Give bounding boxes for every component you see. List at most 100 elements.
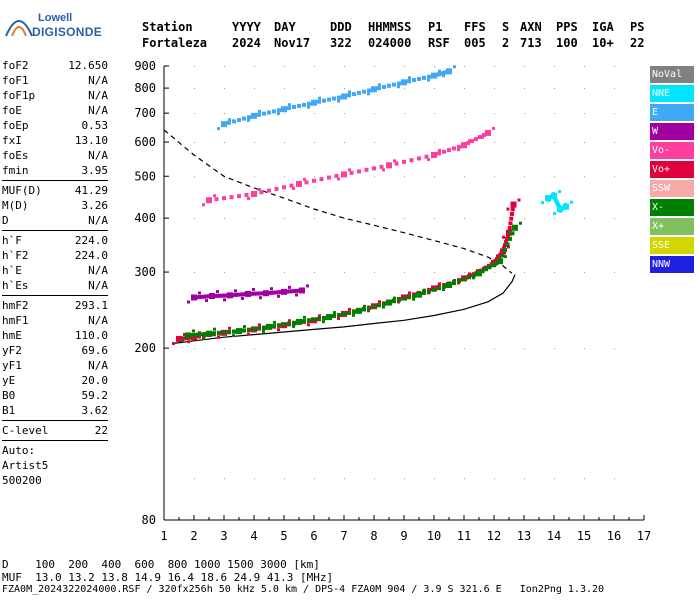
echo-trace-mark xyxy=(222,293,226,298)
echo-trace-mark xyxy=(277,323,281,328)
echo-trace-mark xyxy=(272,109,276,114)
grid-dot xyxy=(224,88,225,90)
echo-mark xyxy=(393,296,396,300)
echo-point-e xyxy=(307,96,321,109)
echo-mark xyxy=(492,126,495,130)
param-row: foF2 12.650 xyxy=(2,58,108,73)
lowell-digisonde-logo: Lowell DIGISONDE xyxy=(4,8,104,48)
grid-dot xyxy=(524,66,525,67)
echo-trace-mark xyxy=(334,173,339,178)
echo-point-x xyxy=(493,255,507,268)
grid-dot xyxy=(614,272,615,274)
grid-dot xyxy=(464,88,465,90)
echo-point-e xyxy=(397,76,411,89)
echo-trace-mark xyxy=(297,103,301,108)
echo-mark xyxy=(558,190,561,194)
echo-trace-mark xyxy=(289,183,294,188)
grid-dot xyxy=(224,218,225,220)
grid-dot xyxy=(314,272,315,274)
echo-mark xyxy=(442,74,445,78)
echo-mark xyxy=(217,335,220,339)
grid-dot xyxy=(374,478,375,480)
param-name: h`F2 xyxy=(2,249,29,262)
echo-mark xyxy=(303,315,306,319)
grid-dot xyxy=(584,88,585,90)
echo-mark xyxy=(541,201,544,205)
grid-dot xyxy=(404,176,405,178)
autoscaling-auto-value: Artist5 xyxy=(2,459,49,472)
echo-mark xyxy=(446,282,452,289)
echo-mark xyxy=(213,194,216,198)
grid-dot xyxy=(224,272,225,274)
grid-dot xyxy=(344,66,345,67)
echo-trace-mark xyxy=(322,98,326,103)
echo-trace-mark xyxy=(349,170,354,175)
param-row: foE N/A xyxy=(2,103,108,118)
legend-item-vo: Vo+ xyxy=(650,161,694,178)
grid-dot xyxy=(374,113,375,115)
header-row1-cell: S xyxy=(502,20,510,34)
grid-dot xyxy=(314,348,315,350)
grid-dot xyxy=(494,142,495,144)
param-name: h`F xyxy=(2,234,22,247)
grid-dot xyxy=(314,88,315,90)
param-value: N/A xyxy=(88,149,108,162)
echo-trace-mark xyxy=(262,111,266,116)
echo-trace-mark xyxy=(505,242,510,247)
echo-trace-mark xyxy=(352,309,356,314)
echo-mark xyxy=(236,328,242,335)
grid-dot xyxy=(284,218,285,220)
echo-mark xyxy=(408,76,411,80)
x-tick-label: 4 xyxy=(250,529,257,543)
echo-trace-mark xyxy=(422,75,426,80)
param-name: h`Es xyxy=(2,279,29,292)
grid-dot xyxy=(464,218,465,220)
grid-dot xyxy=(584,176,585,178)
echo-mark xyxy=(206,330,212,337)
echo-trace-mark xyxy=(452,146,456,151)
echo-trace-mark xyxy=(487,265,492,270)
echo-mark xyxy=(506,207,510,211)
echo-trace-mark xyxy=(242,116,246,121)
echo-mark xyxy=(296,180,302,187)
param-value: N/A xyxy=(88,104,108,117)
grid-dot xyxy=(494,66,495,67)
param-divider xyxy=(2,295,108,296)
grid-dot xyxy=(524,176,525,178)
grid-dot xyxy=(254,66,255,67)
param-divider xyxy=(2,440,108,441)
grid-dot xyxy=(284,348,285,350)
echo-mark xyxy=(461,142,467,149)
param-name: foEp xyxy=(2,119,29,132)
x-tick-label: 9 xyxy=(400,529,407,543)
echo-trace-mark xyxy=(294,288,298,293)
echo-trace-mark xyxy=(234,292,238,297)
echo-mark xyxy=(258,109,261,113)
param-divider xyxy=(2,180,108,181)
grid-dot xyxy=(194,478,195,480)
echo-mark xyxy=(191,294,197,301)
echo-mark xyxy=(352,313,355,317)
grid-dot xyxy=(284,272,285,274)
param-value: N/A xyxy=(88,89,108,102)
echo-trace-mark xyxy=(427,289,431,294)
y-tick-label: 80 xyxy=(142,513,156,527)
echo-trace-mark xyxy=(464,275,469,280)
grid-dot xyxy=(524,88,525,90)
echo-mark xyxy=(263,290,269,297)
echo-trace-mark xyxy=(258,291,262,296)
echo-trace-mark xyxy=(212,331,216,336)
param-row: hmE 110.0 xyxy=(2,328,108,343)
grid-dot xyxy=(614,142,615,144)
echo-mark xyxy=(559,209,562,213)
param-row: h`E N/A xyxy=(2,263,108,278)
param-name: B1 xyxy=(2,404,16,417)
legend-item-x: X- xyxy=(650,199,694,216)
echo-mark xyxy=(232,334,235,338)
grid-dot xyxy=(494,176,495,178)
grid-dot xyxy=(554,176,555,178)
param-value: 13.10 xyxy=(74,134,108,147)
echo-trace-mark xyxy=(213,293,217,298)
echo-trace-mark xyxy=(237,292,241,297)
echo-trace-mark xyxy=(442,149,446,154)
